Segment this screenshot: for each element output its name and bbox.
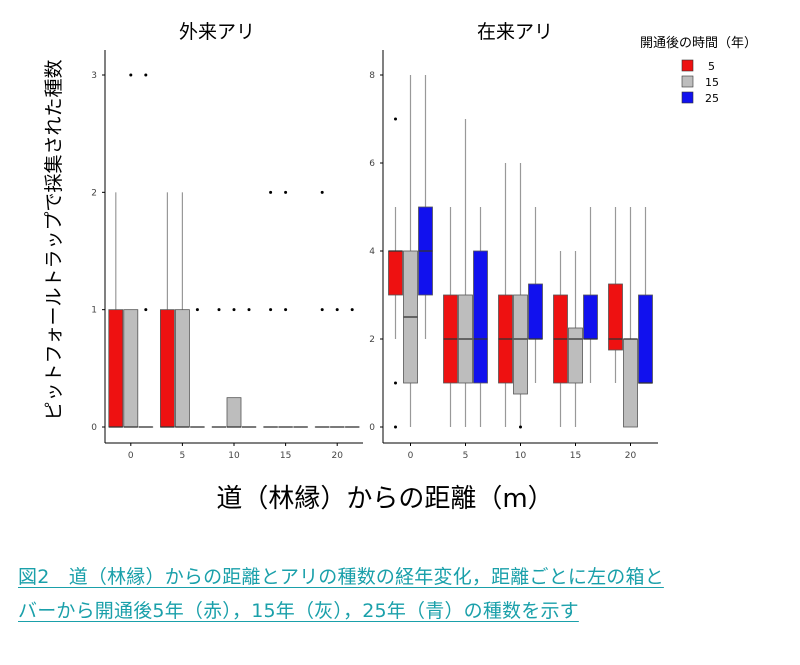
outlier-point [519, 425, 522, 429]
box-15 [623, 338, 638, 428]
y-tick-label: 6 [369, 159, 375, 169]
x-tick-label: 0 [128, 451, 134, 461]
x-tick-label: 15 [280, 451, 291, 461]
box-15 [513, 294, 528, 395]
legend-label-15: 15 [705, 76, 719, 89]
legend-swatch-25 [681, 91, 694, 104]
x-tick-label: 10 [228, 451, 240, 461]
box-5 [388, 250, 403, 296]
outlier-point [394, 117, 397, 121]
legend-swatch-5 [681, 59, 694, 72]
box-15 [123, 309, 139, 428]
x-tick-label: 20 [625, 451, 637, 461]
outlier-point [144, 308, 148, 312]
caption-line-1: 図2 道（林縁）からの距離とアリの種数の経年変化，距離ごとに左の箱と [18, 566, 664, 588]
box-15 [568, 327, 583, 384]
outlier-point [247, 308, 251, 312]
box-15 [226, 397, 242, 428]
x-axis-label: 道（林縁）からの距離（m） [216, 484, 553, 514]
y-axis-label: ピットフォールトラップで採集された種数 [43, 59, 65, 420]
x-tick-label: 15 [570, 451, 581, 461]
legend-label-5: 5 [708, 60, 715, 73]
outlier-point [217, 308, 221, 312]
outlier-point [320, 190, 324, 194]
outlier-point [195, 308, 199, 312]
outlier-point [320, 308, 324, 312]
figure: 外来アリ 在来アリ ピットフォールトラップで採集された種数 道（林縁）からの距離… [43, 21, 757, 514]
x-tick-label: 5 [463, 451, 469, 461]
box-25 [528, 283, 543, 340]
x-tick-label: 5 [180, 451, 186, 461]
outlier-point [232, 308, 236, 312]
panel-alien-ants: 0 1 2 3 0 5 10 15 20 [91, 50, 363, 461]
outlier-point [269, 308, 273, 312]
x-tick-label: 20 [331, 451, 343, 461]
legend-swatch-15 [681, 75, 694, 88]
outlier-point [284, 308, 288, 312]
box-5 [108, 309, 124, 428]
legend: 開通後の時間（年） 5 15 25 [640, 36, 757, 105]
x-tick-label: 0 [408, 451, 414, 461]
panel-title-alien-ants: 外来アリ [179, 21, 255, 43]
y-tick-label: 2 [91, 188, 97, 198]
outlier-point [269, 190, 273, 194]
box-15 [174, 309, 190, 428]
outlier-point [394, 381, 397, 385]
box-5 [159, 309, 175, 428]
outlier-point [335, 308, 339, 312]
y-tick-label: 4 [369, 247, 375, 257]
box-25 [638, 294, 653, 384]
y-tick-label: 2 [369, 335, 375, 345]
y-tick-label: 1 [91, 306, 97, 316]
box-5 [608, 283, 623, 351]
panel-title-native-ants: 在来アリ [477, 21, 553, 43]
figure-caption: 図2 道（林縁）からの距離とアリの種数の経年変化，距離ごとに左の箱と バーから開… [18, 560, 788, 628]
y-tick-label: 0 [91, 423, 97, 433]
y-tick-label: 0 [369, 423, 375, 433]
x-tick-label: 10 [515, 451, 527, 461]
outlier-point [394, 425, 397, 429]
y-tick-label: 3 [91, 71, 97, 81]
outlier-point [350, 308, 354, 312]
panel-native-ants: 0 2 4 6 8 0 5 10 15 20 [369, 50, 658, 461]
outlier-point [284, 190, 288, 194]
box-25 [583, 294, 598, 340]
outlier-point [144, 73, 148, 77]
outlier-point [129, 73, 133, 77]
y-tick-label: 8 [369, 71, 375, 81]
caption-line-2: バーから開通後5年（赤），15年（灰），25年（青）の種数を示す [18, 600, 579, 622]
legend-label-25: 25 [705, 92, 719, 105]
box-25 [473, 250, 488, 384]
legend-title: 開通後の時間（年） [640, 36, 757, 51]
